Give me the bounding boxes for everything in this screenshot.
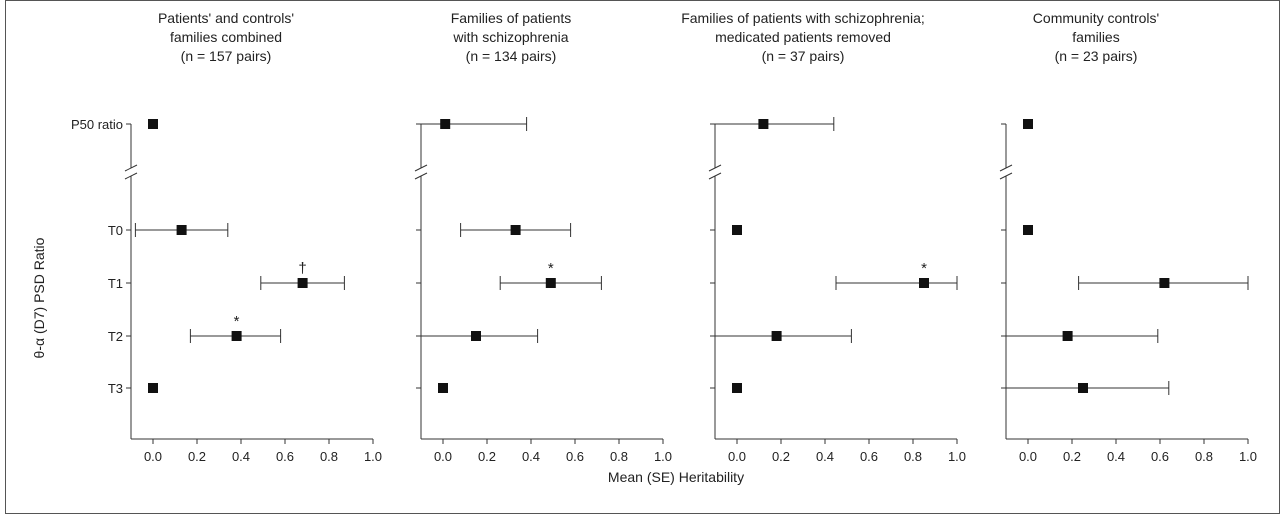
panel-2-title-line-3: (n = 134 pairs): [466, 48, 557, 64]
panel-2-data-point: [545, 278, 556, 288]
panel-1-x-tick-label: 0.6: [276, 449, 294, 464]
y-tick-label: T2: [108, 329, 123, 344]
panel-1-x-tick-label: 0.8: [320, 449, 338, 464]
panel-2-data-point: [471, 331, 481, 341]
panel-2-data-point: [438, 383, 448, 393]
panel-3-x-tick-label: 0.0: [728, 449, 746, 464]
panel-2-x-tick-label: 0.4: [522, 449, 540, 464]
y-tick-label: T0: [108, 223, 123, 238]
panel-3-title-line-1: Families of patients with schizophrenia;: [681, 10, 925, 26]
panel-3-title-line-2: medicated patients removed: [715, 29, 891, 45]
panel-3-data-point: [771, 331, 782, 341]
y-axis-title: θ-α (D7) PSD Ratio: [31, 237, 47, 358]
panel-3-data-point: [919, 278, 929, 288]
panel-3-x-tick-label: 0.8: [904, 449, 922, 464]
y-tick-label: T1: [108, 276, 123, 291]
panel-4-x-tick-label: 0.4: [1107, 449, 1125, 464]
panel-4-x-tick-label: 0.0: [1019, 449, 1037, 464]
panel-2-x-tick-label: 0.8: [610, 449, 628, 464]
panel-2-x-tick-label: 0.6: [566, 449, 584, 464]
panel-4-data-point: [1023, 225, 1033, 235]
panel-2-title-line-1: Families of patients: [451, 10, 572, 26]
panel-3-x-tick-label: 1.0: [948, 449, 966, 464]
panel-4-axis-break-mark-1: [999, 164, 1013, 172]
panel-1-data-point: [148, 119, 158, 129]
panel-2-significance-marker: *: [548, 260, 554, 277]
panel-3-x-tick-label: 0.4: [816, 449, 834, 464]
panel-1-title-line-3: (n = 157 pairs): [181, 48, 272, 64]
panel-4-title-line-1: Community controls': [1033, 10, 1159, 26]
panel-4-data-point: [1023, 119, 1033, 129]
panel-3-significance-marker: *: [921, 260, 927, 277]
panel-3-axis-break-mark-1: [708, 164, 722, 172]
panel-2-axis-break-mark-1: [414, 164, 428, 172]
panel-1-x-tick-label: 0.0: [144, 449, 162, 464]
panel-4-title-line-3: (n = 23 pairs): [1055, 48, 1138, 64]
panel-4-x-tick-label: 0.8: [1195, 449, 1213, 464]
panel-3-x-tick-label: 0.6: [860, 449, 878, 464]
panel-1-data-point: [231, 331, 242, 341]
panel-2-x-tick-label: 0.2: [478, 449, 496, 464]
panel-4-x-tick-label: 0.2: [1063, 449, 1081, 464]
panel-3-x-tick-label: 0.2: [772, 449, 790, 464]
y-tick-label: T3: [108, 381, 123, 396]
panel-4-x-tick-label: 0.6: [1151, 449, 1169, 464]
panel-1-data-point: [148, 383, 158, 393]
panel-1-x-tick-label: 0.2: [188, 449, 206, 464]
panel-1-significance-marker: *: [234, 313, 240, 330]
panel-4-title-line-2: families: [1072, 29, 1119, 45]
panel-4-data-point: [1062, 331, 1073, 341]
panel-1-data-point: [297, 278, 308, 288]
panel-1-x-tick-label: 0.4: [232, 449, 250, 464]
panel-3-axis-break-mark-2: [708, 172, 722, 180]
panel-2-x-tick-label: 1.0: [654, 449, 672, 464]
panel-1-x-tick-label: 1.0: [364, 449, 382, 464]
panel-1-axis-break-mark-2: [124, 172, 138, 180]
x-axis-title: Mean (SE) Heritability: [608, 469, 744, 485]
panel-3-data-point: [732, 383, 742, 393]
panel-2-axis-break-mark-2: [414, 172, 428, 180]
y-tick-label: P50 ratio: [71, 117, 123, 132]
panel-1-title-line-2: families combined: [170, 29, 282, 45]
panel-4-data-point: [1159, 278, 1170, 288]
panel-2-data-point: [440, 119, 451, 129]
panel-3-data-point: [732, 225, 742, 235]
panel-2-data-point: [510, 225, 521, 235]
panel-3-title-line-3: (n = 37 pairs): [762, 48, 845, 64]
chart-canvas: θ-α (D7) PSD Ratio Mean (SE) Heritabilit…: [31, 10, 1257, 485]
panel-2-x-tick-label: 0.0: [434, 449, 452, 464]
panel-3-data-point: [758, 119, 769, 129]
panel-1-data-point: [176, 225, 187, 235]
panel-1-significance-marker: †: [298, 260, 306, 277]
panel-4-x-tick-label: 1.0: [1239, 449, 1257, 464]
panel-1-axis-break-mark-1: [124, 164, 138, 172]
panel-2-title-line-2: with schizophrenia: [452, 29, 568, 45]
panel-4-axis-break-mark-2: [999, 172, 1013, 180]
panel-4-data-point: [1078, 383, 1088, 393]
figure-frame: θ-α (D7) PSD Ratio Mean (SE) Heritabilit…: [5, 0, 1280, 514]
panel-1-title-line-1: Patients' and controls': [158, 10, 294, 26]
